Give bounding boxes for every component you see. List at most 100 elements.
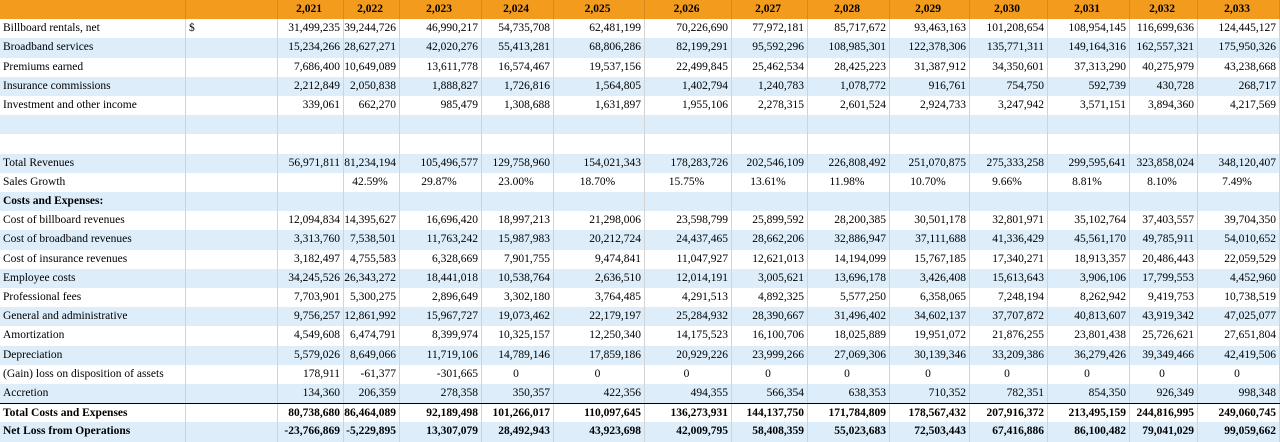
value-cell[interactable]: 18.70% bbox=[554, 172, 645, 192]
value-cell[interactable]: 55,413,281 bbox=[482, 38, 554, 58]
value-cell[interactable]: 249,060,745 bbox=[1198, 404, 1280, 424]
value-cell[interactable]: 28,492,943 bbox=[482, 422, 554, 442]
value-cell[interactable]: 13,307,079 bbox=[400, 422, 482, 442]
header-label-cell[interactable] bbox=[0, 0, 186, 20]
value-cell[interactable]: 10.70% bbox=[890, 172, 970, 192]
value-cell[interactable]: 16,100,706 bbox=[732, 326, 808, 346]
value-cell[interactable] bbox=[400, 192, 482, 212]
row-label-cell[interactable]: Accretion bbox=[0, 384, 186, 404]
value-cell[interactable]: 39,349,466 bbox=[1130, 345, 1198, 365]
value-cell[interactable]: 4,549,608 bbox=[278, 326, 344, 346]
currency-cell[interactable] bbox=[186, 230, 278, 250]
value-cell[interactable] bbox=[1130, 115, 1198, 135]
currency-cell[interactable] bbox=[186, 211, 278, 231]
value-cell[interactable]: 202,546,109 bbox=[732, 153, 808, 173]
value-cell[interactable]: 54,010,652 bbox=[1198, 230, 1280, 250]
value-cell[interactable]: 25,899,592 bbox=[732, 211, 808, 231]
value-cell[interactable]: 95,592,296 bbox=[732, 38, 808, 58]
value-cell[interactable]: 31,496,402 bbox=[808, 307, 890, 327]
currency-cell[interactable] bbox=[186, 172, 278, 192]
value-cell[interactable] bbox=[970, 115, 1048, 135]
value-cell[interactable]: 1,308,688 bbox=[482, 96, 554, 116]
year-header-cell[interactable]: 2,027 bbox=[732, 0, 808, 20]
value-cell[interactable]: 916,761 bbox=[890, 76, 970, 96]
value-cell[interactable]: 93,463,163 bbox=[890, 19, 970, 39]
value-cell[interactable]: 68,806,286 bbox=[554, 38, 645, 58]
value-cell[interactable] bbox=[970, 134, 1048, 154]
value-cell[interactable]: 226,808,492 bbox=[808, 153, 890, 173]
value-cell[interactable]: 105,496,577 bbox=[400, 153, 482, 173]
value-cell[interactable]: 207,916,372 bbox=[970, 404, 1048, 424]
value-cell[interactable]: 62,481,199 bbox=[554, 19, 645, 39]
value-cell[interactable]: 13.61% bbox=[732, 172, 808, 192]
value-cell[interactable]: 754,750 bbox=[970, 76, 1048, 96]
row-label-cell[interactable]: Premiums earned bbox=[0, 57, 186, 77]
year-header-cell[interactable]: 2,023 bbox=[400, 0, 482, 20]
value-cell[interactable]: 6,358,065 bbox=[890, 288, 970, 308]
value-cell[interactable]: 10,325,157 bbox=[482, 326, 554, 346]
value-cell[interactable]: 101,266,017 bbox=[482, 404, 554, 424]
value-cell[interactable]: 14,175,523 bbox=[645, 326, 732, 346]
value-cell[interactable] bbox=[554, 134, 645, 154]
value-cell[interactable]: 28,627,271 bbox=[344, 38, 400, 58]
value-cell[interactable]: 178,567,432 bbox=[890, 404, 970, 424]
value-cell[interactable]: 56,971,811 bbox=[278, 153, 344, 173]
value-cell[interactable]: 10,649,089 bbox=[344, 57, 400, 77]
value-cell[interactable]: 1,564,805 bbox=[554, 76, 645, 96]
currency-cell[interactable] bbox=[186, 326, 278, 346]
value-cell[interactable]: 20,486,443 bbox=[1130, 249, 1198, 269]
value-cell[interactable]: 26,343,272 bbox=[344, 268, 400, 288]
value-cell[interactable]: 1,631,897 bbox=[554, 96, 645, 116]
value-cell[interactable]: 12,094,834 bbox=[278, 211, 344, 231]
value-cell[interactable]: 0 bbox=[970, 364, 1048, 384]
value-cell[interactable]: 42,009,795 bbox=[645, 422, 732, 442]
value-cell[interactable]: 1,402,794 bbox=[645, 76, 732, 96]
value-cell[interactable] bbox=[278, 172, 344, 192]
value-cell[interactable]: 24,437,465 bbox=[645, 230, 732, 250]
value-cell[interactable]: 42,020,276 bbox=[400, 38, 482, 58]
value-cell[interactable]: 17,340,271 bbox=[970, 249, 1048, 269]
value-cell[interactable]: 43,919,342 bbox=[1130, 307, 1198, 327]
value-cell[interactable]: 275,333,258 bbox=[970, 153, 1048, 173]
row-label-cell[interactable] bbox=[0, 134, 186, 154]
value-cell[interactable]: 108,985,301 bbox=[808, 38, 890, 58]
value-cell[interactable]: 29.87% bbox=[400, 172, 482, 192]
value-cell[interactable] bbox=[482, 115, 554, 135]
row-label-cell[interactable]: Cost of billboard revenues bbox=[0, 211, 186, 231]
value-cell[interactable]: 25,726,621 bbox=[1130, 326, 1198, 346]
value-cell[interactable]: 37,707,872 bbox=[970, 307, 1048, 327]
value-cell[interactable]: -5,229,895 bbox=[344, 422, 400, 442]
row-label-cell[interactable] bbox=[0, 115, 186, 135]
value-cell[interactable] bbox=[1130, 192, 1198, 212]
row-label-cell[interactable]: Total Revenues bbox=[0, 153, 186, 173]
value-cell[interactable]: 8,399,974 bbox=[400, 326, 482, 346]
value-cell[interactable]: 14,194,099 bbox=[808, 249, 890, 269]
value-cell[interactable]: 0 bbox=[732, 364, 808, 384]
value-cell[interactable]: 7,248,194 bbox=[970, 288, 1048, 308]
value-cell[interactable]: 21,298,006 bbox=[554, 211, 645, 231]
value-cell[interactable]: 15,767,185 bbox=[890, 249, 970, 269]
row-label-cell[interactable]: Total Costs and Expenses bbox=[0, 404, 186, 424]
value-cell[interactable]: 339,061 bbox=[278, 96, 344, 116]
value-cell[interactable]: 7.49% bbox=[1198, 172, 1280, 192]
value-cell[interactable] bbox=[645, 192, 732, 212]
value-cell[interactable]: 34,350,601 bbox=[970, 57, 1048, 77]
value-cell[interactable]: 0 bbox=[554, 364, 645, 384]
value-cell[interactable]: 1,240,783 bbox=[732, 76, 808, 96]
value-cell[interactable] bbox=[732, 192, 808, 212]
currency-cell[interactable] bbox=[186, 268, 278, 288]
value-cell[interactable]: 3,302,180 bbox=[482, 288, 554, 308]
value-cell[interactable]: 3,182,497 bbox=[278, 249, 344, 269]
value-cell[interactable]: 15,234,266 bbox=[278, 38, 344, 58]
currency-cell[interactable] bbox=[186, 404, 278, 424]
value-cell[interactable]: -23,766,869 bbox=[278, 422, 344, 442]
value-cell[interactable]: 422,356 bbox=[554, 384, 645, 404]
value-cell[interactable]: 11,763,242 bbox=[400, 230, 482, 250]
value-cell[interactable]: 206,359 bbox=[344, 384, 400, 404]
year-header-cell[interactable]: 2,033 bbox=[1198, 0, 1280, 20]
value-cell[interactable]: 134,360 bbox=[278, 384, 344, 404]
value-cell[interactable]: 3,571,151 bbox=[1048, 96, 1130, 116]
value-cell[interactable]: 0 bbox=[1198, 364, 1280, 384]
value-cell[interactable]: 99,059,662 bbox=[1198, 422, 1280, 442]
value-cell[interactable]: 175,950,326 bbox=[1198, 38, 1280, 58]
